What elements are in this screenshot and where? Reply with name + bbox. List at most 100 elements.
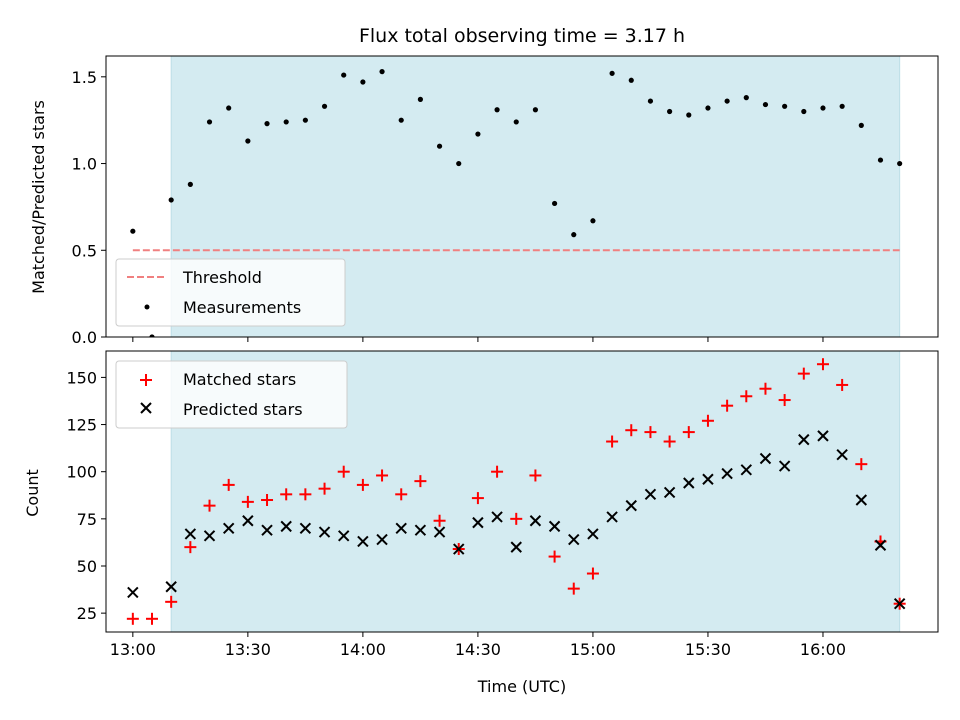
x-tick-label: 15:30: [685, 640, 731, 659]
y-tick-label-bottom: 125: [66, 416, 97, 435]
y-tick-label-bottom: 50: [77, 557, 97, 576]
predicted-stars-point: [203, 530, 216, 542]
matched-stars-point: [203, 499, 216, 512]
matched-stars-point: [778, 394, 791, 407]
measurement-point: [628, 77, 634, 83]
predicted-stars-point: [778, 460, 791, 472]
predicted-stars-point: [874, 539, 887, 551]
matched-stars-point: [625, 424, 638, 437]
x-tick-label: 14:00: [340, 640, 386, 659]
matched-stars-point: [567, 582, 580, 595]
matched-stars-point: [299, 488, 312, 501]
measurement-point: [226, 105, 232, 111]
measurement-point: [705, 105, 711, 111]
predicted-stars-point: [625, 499, 637, 512]
measurement-point: [820, 105, 826, 111]
predicted-stars-point: [855, 494, 868, 506]
measurement-point: [168, 197, 174, 203]
predicted-stars-point: [529, 515, 542, 527]
measurement-point: [647, 98, 654, 104]
predicted-stars-point: [721, 467, 733, 480]
bottom-legend-box: [115, 360, 348, 429]
matched-stars-point: [471, 492, 484, 505]
matched-stars-point: [606, 435, 619, 448]
measurement-point: [494, 107, 500, 113]
measurement-point: [264, 121, 270, 127]
measurement-point: [149, 334, 155, 337]
matched-stars-point: [836, 378, 849, 391]
measurement-point: [897, 160, 903, 167]
bottom-legend: Matched stars Predicted stars: [115, 360, 348, 429]
threshold-legend-label: Threshold: [182, 268, 262, 287]
predicted-legend-swatch: [140, 402, 152, 414]
measurement-point: [341, 72, 347, 78]
matched-stars-point: [433, 514, 446, 527]
predicted-stars-point: [548, 520, 561, 533]
matched-stars-point: [797, 367, 810, 380]
predicted-stars-point: [759, 452, 772, 465]
measurement-point: [877, 157, 884, 163]
predicted-stars-point: [242, 515, 254, 527]
matched-stars-point: [184, 541, 197, 554]
matched-legend-label: Matched stars: [183, 370, 296, 389]
predicted-stars-point: [395, 522, 407, 534]
matched-stars-point: [510, 512, 523, 525]
matched-stars-point: [682, 426, 695, 439]
y-tick-label-top: 1.0: [72, 155, 97, 174]
matched-stars-point: [548, 550, 561, 563]
matched-stars-point: [491, 465, 504, 478]
plot-frame-bottom: [105, 350, 939, 633]
y-tick-label-bottom: 75: [77, 510, 97, 529]
measurement-point: [551, 200, 558, 207]
measurements-legend-swatch: [144, 304, 150, 310]
predicted-stars-point: [414, 524, 427, 536]
matched-stars-point: [721, 399, 734, 412]
predicted-stars-point: [338, 530, 350, 542]
matched-stars-point: [740, 390, 753, 403]
top-y-axis-title: Matched/Predicted stars: [29, 100, 48, 294]
measurement-point: [801, 108, 807, 115]
matched-stars-point: [318, 482, 331, 495]
measurement-point: [206, 119, 213, 125]
x-axis-title: Time (UTC): [477, 677, 566, 696]
top-legend-box: [115, 258, 346, 327]
measurement-point: [743, 95, 749, 101]
matched-stars-point: [529, 469, 542, 482]
y-tick-label-bottom: 25: [77, 604, 97, 623]
measurement-point: [283, 119, 289, 125]
matched-stars-point: [222, 478, 235, 491]
matched-stars-point: [376, 469, 389, 482]
measurement-point: [858, 122, 864, 128]
plot-frame-top: [105, 55, 939, 338]
matched-legend-swatch: [140, 374, 152, 386]
measurement-point: [302, 117, 308, 123]
matched-stars-point: [644, 426, 657, 439]
predicted-stars-point: [357, 535, 369, 548]
predicted-stars-point: [184, 528, 197, 540]
measurement-point: [379, 69, 385, 75]
predicted-legend-label: Predicted stars: [183, 400, 303, 419]
predicted-stars-point: [222, 522, 235, 534]
predicted-stars-point: [510, 541, 522, 553]
measurement-point: [762, 101, 769, 108]
y-tick-label-bottom: 150: [66, 368, 97, 387]
matched-stars-point: [701, 414, 714, 427]
measurement-point: [187, 181, 193, 187]
measurement-point: [321, 103, 328, 109]
measurement-point: [417, 96, 423, 102]
matched-stars-point: [261, 493, 274, 506]
predicted-stars-point: [740, 464, 753, 476]
predicted-stars-point: [683, 477, 695, 489]
matched-stars-point: [146, 612, 159, 625]
measurement-point: [245, 138, 251, 144]
measurement-point: [667, 108, 673, 115]
predicted-stars-point: [453, 543, 465, 555]
predicted-stars-point: [606, 511, 618, 523]
predicted-stars-point: [433, 526, 446, 538]
predicted-stars-point: [299, 522, 312, 534]
measurement-point: [839, 103, 845, 109]
measurement-point: [436, 143, 443, 149]
predicted-stars-point: [376, 533, 388, 546]
predicted-stars-point: [165, 581, 177, 593]
